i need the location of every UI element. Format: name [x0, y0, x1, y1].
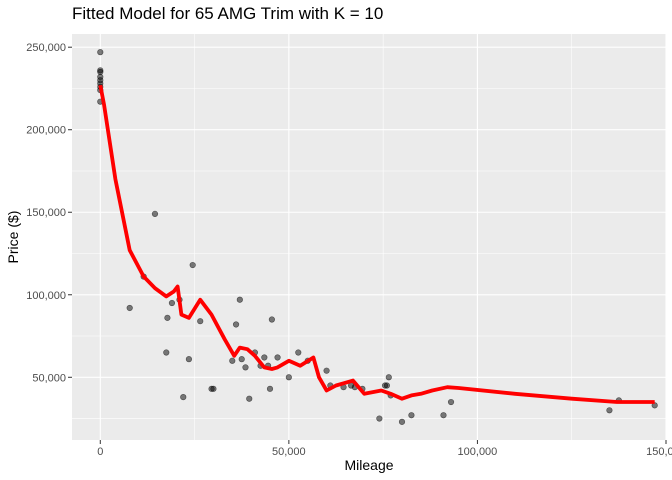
data-point: [274, 354, 281, 361]
data-point: [383, 382, 391, 389]
data-point: [398, 418, 406, 425]
data-point: [295, 349, 302, 356]
data-point: [189, 261, 196, 269]
data-point: [266, 385, 274, 392]
y-tick-label: 200,000: [26, 125, 66, 137]
fitted-line: [98, 84, 655, 404]
data-point: [151, 210, 159, 217]
fitted-line-layer: [98, 84, 655, 404]
data-point: [168, 299, 176, 307]
data-point: [197, 318, 204, 325]
x-tick-label: 50,000: [272, 446, 306, 458]
data-point: [440, 412, 447, 419]
data-point: [163, 349, 170, 356]
data-point: [238, 356, 245, 363]
data-point: [229, 357, 236, 364]
data-point: [242, 364, 249, 371]
data-point: [376, 415, 383, 422]
plot-panel: [72, 34, 666, 440]
x-axis-ticks: 0 50,000 100,000 150,000: [97, 440, 672, 458]
data-point: [164, 314, 171, 321]
data-point: [246, 395, 253, 402]
y-axis-ticks: 50,000 100,000 150,000 200,000 250,000: [26, 42, 72, 384]
minor-gridlines: [72, 34, 666, 440]
data-point: [126, 304, 133, 312]
data-point: [261, 354, 268, 361]
y-tick-label: 150,000: [26, 207, 66, 219]
y-axis-title: Price ($): [5, 211, 21, 264]
data-point: [323, 367, 330, 374]
data-point: [408, 412, 415, 419]
data-point: [385, 374, 392, 381]
x-tick-label: 0: [97, 446, 103, 458]
chart-title: Fitted Model for 65 AMG Trim with K = 10: [72, 4, 383, 23]
data-point: [97, 49, 104, 56]
x-tick-label: 100,000: [458, 446, 498, 458]
data-point: [447, 398, 455, 406]
data-point: [285, 374, 292, 381]
y-tick-label: 50,000: [32, 372, 66, 384]
data-point: [210, 385, 217, 392]
data-point: [268, 316, 275, 323]
data-point: [180, 393, 187, 401]
data-point: [232, 321, 240, 328]
y-tick-label: 250,000: [26, 42, 66, 54]
y-tick-label: 100,000: [26, 290, 66, 302]
x-tick-label: 150,000: [646, 446, 672, 458]
x-axis-title: Mileage: [344, 457, 393, 473]
data-point: [185, 356, 193, 363]
data-point: [606, 407, 613, 414]
data-point: [236, 296, 243, 303]
